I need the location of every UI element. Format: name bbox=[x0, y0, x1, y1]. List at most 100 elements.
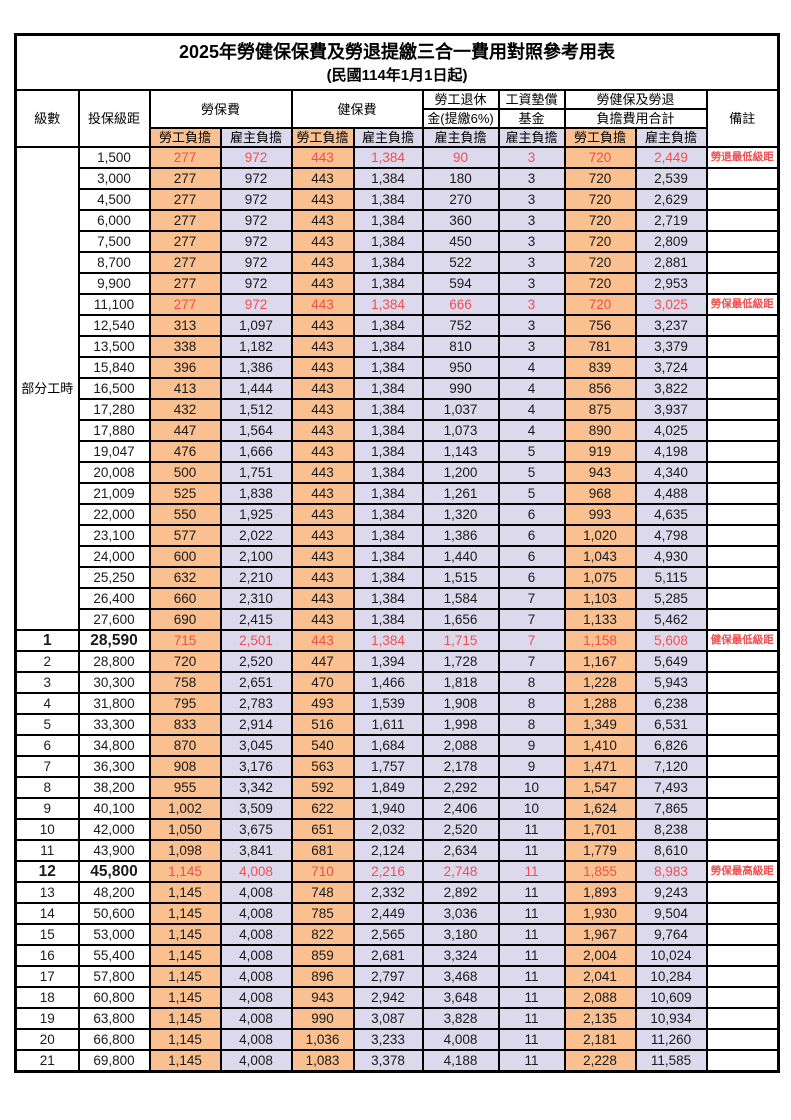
value-cell: 2,942 bbox=[352, 986, 424, 1009]
value-cell: 1,611 bbox=[352, 713, 424, 736]
col-header-total-line1: 勞健保及勞退 bbox=[563, 89, 708, 110]
table-row: 19,047 476 1,666 443 1,384 1,143 5 919 4,198 bbox=[16, 440, 780, 463]
value-cell: 180 bbox=[421, 167, 500, 190]
value-cell: 833 bbox=[148, 713, 222, 736]
value-cell: 11 bbox=[497, 923, 566, 946]
value-cell: 1,143 bbox=[421, 440, 500, 463]
value-cell: 443 bbox=[290, 482, 355, 505]
table-row: 4,500 277 972 443 1,384 270 3 720 2,629 bbox=[16, 188, 780, 211]
bracket-cell: 21,009 bbox=[77, 482, 151, 505]
value-cell: 1,384 bbox=[352, 566, 424, 589]
value-cell: 758 bbox=[148, 671, 222, 694]
value-cell: 1,020 bbox=[563, 524, 637, 547]
value-cell: 2,719 bbox=[634, 209, 708, 232]
value-cell: 7,865 bbox=[634, 797, 708, 820]
table-row: 15,840 396 1,386 443 1,384 950 4 839 3,724 bbox=[16, 356, 780, 379]
bracket-cell: 48,200 bbox=[77, 881, 151, 904]
value-cell: 443 bbox=[290, 167, 355, 190]
value-cell: 3,724 bbox=[634, 356, 708, 379]
bracket-cell: 66,800 bbox=[77, 1028, 151, 1051]
value-cell: 5,943 bbox=[634, 671, 708, 694]
value-cell: 1,384 bbox=[352, 146, 424, 169]
value-cell: 4,798 bbox=[634, 524, 708, 547]
col-header-wage-fund-line2: 基金 bbox=[497, 108, 566, 129]
value-cell: 8 bbox=[497, 671, 566, 694]
value-cell: 1,384 bbox=[352, 293, 424, 316]
value-cell: 493 bbox=[290, 692, 355, 715]
table-row: 7,500 277 972 443 1,384 450 3 720 2,809 bbox=[16, 230, 780, 253]
value-cell: 4,008 bbox=[219, 881, 293, 904]
value-cell: 4,635 bbox=[634, 503, 708, 526]
table-row: 26,400 660 2,310 443 1,384 1,584 7 1,103 5,285 bbox=[16, 587, 780, 610]
value-cell: 1,320 bbox=[421, 503, 500, 526]
value-cell: 4,188 bbox=[421, 1049, 500, 1073]
value-cell: 11 bbox=[497, 944, 566, 967]
value-cell: 839 bbox=[563, 356, 637, 379]
value-cell: 3,648 bbox=[421, 986, 500, 1009]
value-cell: 1,384 bbox=[352, 377, 424, 400]
col-header-total-line2: 負擔費用合計 bbox=[563, 108, 708, 129]
value-cell: 943 bbox=[290, 986, 355, 1009]
remark-cell bbox=[705, 587, 780, 610]
value-cell: 720 bbox=[563, 293, 637, 316]
level-cell: 4 bbox=[14, 692, 80, 715]
bracket-cell: 53,000 bbox=[77, 923, 151, 946]
value-cell: 2,539 bbox=[634, 167, 708, 190]
table-row: 19 63,800 1,145 4,008 990 3,087 3,828 11 2,135 10… bbox=[14, 1007, 780, 1030]
value-cell: 6,531 bbox=[634, 713, 708, 736]
bracket-cell: 9,900 bbox=[77, 272, 151, 295]
table-row: 17 57,800 1,145 4,008 896 2,797 3,468 11 2,041 10… bbox=[14, 965, 780, 988]
value-cell: 7 bbox=[497, 629, 566, 652]
table-row: 20,008 500 1,751 443 1,384 1,200 5 943 4,340 bbox=[16, 461, 780, 484]
value-cell: 522 bbox=[421, 251, 500, 274]
value-cell: 594 bbox=[421, 272, 500, 295]
value-cell: 2,681 bbox=[352, 944, 424, 967]
value-cell: 338 bbox=[148, 335, 222, 358]
remark-cell: 勞退最低級距 bbox=[705, 146, 780, 169]
value-cell: 4 bbox=[497, 377, 566, 400]
value-cell: 277 bbox=[148, 146, 222, 169]
subheader-total-employee: 勞工負擔 bbox=[563, 127, 637, 148]
value-cell: 1,133 bbox=[563, 608, 637, 631]
table-row: 11,100 277 972 443 1,384 666 3 720 3,025 勞保最低級距 bbox=[16, 293, 780, 316]
value-cell: 972 bbox=[219, 230, 293, 253]
remark-cell bbox=[705, 902, 780, 925]
value-cell: 4,008 bbox=[421, 1028, 500, 1051]
bracket-cell: 3,000 bbox=[77, 167, 151, 190]
value-cell: 3,468 bbox=[421, 965, 500, 988]
value-cell: 10 bbox=[497, 776, 566, 799]
value-cell: 3 bbox=[497, 167, 566, 190]
premium-reference-sheet: 2025年勞健保保費及勞退提繳三合一費用對照參考用表 (民國114年1月1日起)… bbox=[14, 33, 781, 1073]
value-cell: 2,406 bbox=[421, 797, 500, 820]
value-cell: 1,818 bbox=[421, 671, 500, 694]
value-cell: 2,881 bbox=[634, 251, 708, 274]
remark-cell bbox=[705, 251, 780, 274]
col-header-bracket: 投保級距 bbox=[77, 89, 151, 148]
table-row: 16 55,400 1,145 4,008 859 2,681 3,324 11 2,004 10… bbox=[14, 944, 780, 967]
value-cell: 4,008 bbox=[219, 923, 293, 946]
value-cell: 1,145 bbox=[148, 1007, 222, 1030]
value-cell: 11 bbox=[497, 1007, 566, 1030]
value-cell: 1,384 bbox=[352, 314, 424, 337]
value-cell: 1,145 bbox=[148, 986, 222, 1009]
bracket-cell: 27,600 bbox=[77, 608, 151, 631]
table-row: 22,000 550 1,925 443 1,384 1,320 6 993 4,635 bbox=[16, 503, 780, 526]
remark-cell bbox=[705, 209, 780, 232]
value-cell: 748 bbox=[290, 881, 355, 904]
subheader-wage-fund-employer: 雇主負擔 bbox=[497, 127, 566, 148]
value-cell: 720 bbox=[563, 209, 637, 232]
value-cell: 3 bbox=[497, 146, 566, 169]
value-cell: 563 bbox=[290, 755, 355, 778]
value-cell: 443 bbox=[290, 587, 355, 610]
value-cell: 1,384 bbox=[352, 587, 424, 610]
page-title: 2025年勞健保保費及勞退提繳三合一費用對照參考用表 bbox=[179, 41, 616, 62]
value-cell: 7,493 bbox=[634, 776, 708, 799]
value-cell: 11 bbox=[497, 839, 566, 862]
value-cell: 1,384 bbox=[352, 461, 424, 484]
value-cell: 4,198 bbox=[634, 440, 708, 463]
value-cell: 3,180 bbox=[421, 923, 500, 946]
value-cell: 2,449 bbox=[634, 146, 708, 169]
value-cell: 4,008 bbox=[219, 986, 293, 1009]
value-cell: 11 bbox=[497, 965, 566, 988]
level-cell: 5 bbox=[14, 713, 80, 736]
